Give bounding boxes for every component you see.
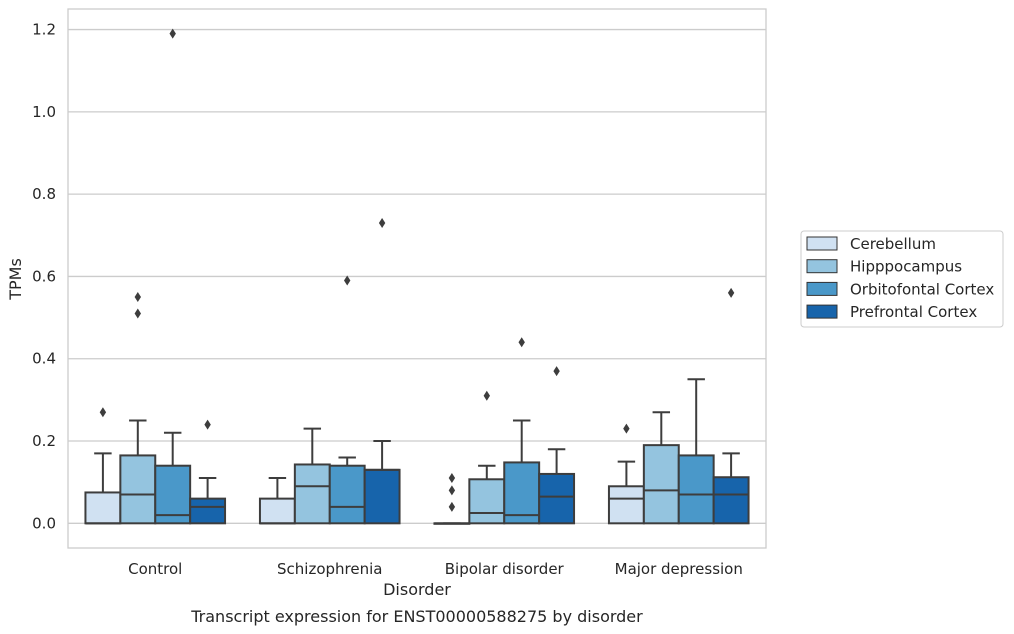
legend-label: Hipppocampus: [850, 258, 962, 276]
box: [677, 454, 715, 525]
legend: Cerebellum Hipppocampus Orbitofontal Corte…: [800, 230, 1004, 328]
plot-frame: [67, 8, 767, 549]
y-tick-label: 0.6: [32, 267, 56, 285]
y-tick-label: 0.2: [32, 432, 56, 450]
box-group: [119, 292, 157, 525]
outlier-point: [553, 366, 560, 377]
legend-items: Cerebellum Hipppocampus Orbitofontal Corte…: [806, 235, 994, 321]
legend-label: Cerebellum: [850, 235, 936, 253]
x-axis-ticks: Control Schizophrenia Bipolar disorder Majo…: [128, 560, 743, 578]
outlier-point: [344, 275, 351, 286]
outlier-point: [134, 308, 141, 319]
box: [538, 472, 576, 525]
y-tick-label: 1.0: [32, 103, 56, 121]
legend-swatch: [806, 281, 838, 296]
y-tick-label: 0.8: [32, 185, 56, 203]
box: [119, 454, 157, 525]
box-group: [642, 411, 680, 525]
box: [154, 464, 192, 525]
x-tick-label: Major depression: [615, 560, 743, 578]
y-tick-label: 1.2: [32, 21, 56, 39]
box-group: [258, 477, 296, 525]
legend-swatch: [806, 259, 838, 274]
x-tick-label: Control: [128, 560, 182, 578]
legend-label: Prefrontal Cortex: [850, 303, 977, 321]
box: [84, 491, 122, 525]
box: [607, 485, 645, 525]
x-axis-title: Disorder: [383, 580, 451, 599]
outlier-point: [378, 217, 386, 228]
y-tick-label: 0.4: [32, 350, 56, 368]
box-group: [538, 366, 576, 525]
box: [328, 464, 366, 525]
legend-label: Orbitofontal Cortex: [850, 280, 994, 298]
chart-caption: Transcript expression for ENST0000058827…: [190, 607, 643, 626]
boxes: [84, 28, 750, 525]
box: [293, 463, 331, 525]
box-group: [433, 473, 471, 525]
y-axis-ticks: 0.0 0.2 0.4 0.6 0.8 1.0 1.2: [32, 21, 56, 533]
outlier-point: [483, 390, 490, 401]
x-tick-label: Schizophrenia: [277, 560, 382, 578]
box: [258, 497, 296, 525]
box-group: [293, 427, 331, 525]
box-group: [712, 287, 750, 525]
outlier-point: [518, 337, 525, 348]
legend-swatch: [806, 236, 838, 251]
y-axis-title: TPMs: [6, 258, 25, 301]
box: [712, 476, 750, 525]
legend-swatch: [806, 304, 838, 319]
outlier-point: [448, 485, 456, 496]
box-group: [677, 378, 715, 525]
box-group: [189, 419, 227, 525]
outlier-point: [169, 28, 176, 39]
outlier-point: [623, 423, 630, 434]
box: [189, 497, 227, 525]
outlier-point: [727, 287, 735, 298]
box-group: [363, 217, 401, 525]
box: [642, 444, 680, 525]
x-tick-label: Bipolar disorder: [445, 560, 565, 578]
outlier-point: [134, 292, 141, 303]
y-tick-label: 0.0: [32, 514, 56, 532]
box-group: [468, 390, 506, 525]
box-group: [328, 275, 366, 525]
box-group: [84, 407, 122, 525]
box-group: [607, 423, 645, 525]
box: [468, 478, 506, 525]
outlier-point: [448, 473, 456, 484]
box-group: [154, 28, 192, 525]
box: [363, 468, 401, 525]
legend-frame: [800, 230, 1004, 328]
outlier-point: [448, 501, 456, 512]
outlier-point: [99, 407, 107, 418]
outlier-point: [204, 419, 211, 430]
